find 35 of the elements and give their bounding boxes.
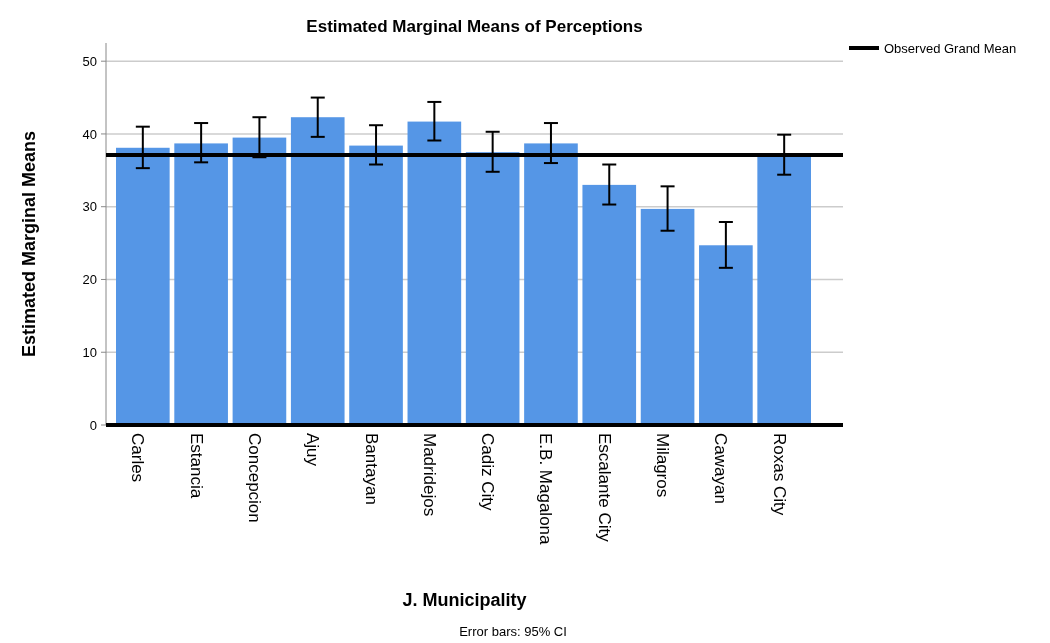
bar [407, 121, 462, 425]
x-tick-label: Cadiz City [478, 433, 498, 511]
x-tick-label: Roxas City [769, 433, 789, 516]
y-tick-label: 10 [82, 344, 97, 360]
bar [116, 147, 170, 425]
legend-label: Observed Grand Mean [884, 40, 1017, 56]
y-axis-title: Estimated Marginal Means [19, 130, 39, 358]
bar [757, 155, 811, 425]
chart-title: Estimated Marginal Means of Perceptions [306, 17, 643, 36]
x-tick-label: Escalante City [594, 433, 614, 543]
x-tick-label: Carles [128, 433, 148, 483]
x-tick-label: Ajuy [303, 433, 323, 467]
bar [524, 143, 578, 425]
bar [232, 137, 287, 425]
y-tick-label: 40 [82, 126, 97, 142]
x-axis-title: J. Municipality [402, 590, 527, 610]
text: Error bars: 95% CI [459, 624, 567, 639]
bar [640, 208, 695, 425]
x-tick-label: Bantayan [361, 433, 381, 505]
x-tick-label: E.B. Magalona [536, 433, 556, 546]
y-tick-label: 30 [82, 199, 97, 215]
y-tick-label: 50 [82, 53, 97, 69]
bar [174, 143, 228, 425]
bar [349, 145, 403, 425]
x-tick-label: Milagros [653, 433, 673, 498]
bar [582, 184, 637, 425]
y-tick-label: 0 [89, 417, 97, 433]
bar [699, 245, 753, 425]
bar [465, 152, 520, 425]
bar [290, 117, 345, 425]
y-tick-label: 20 [82, 272, 97, 288]
x-tick-label: Concepcion [244, 433, 264, 523]
x-tick-label: Cawayan [711, 433, 731, 504]
x-tick-label: Estancia [186, 433, 206, 499]
x-tick-label: Madridejos [419, 433, 439, 517]
